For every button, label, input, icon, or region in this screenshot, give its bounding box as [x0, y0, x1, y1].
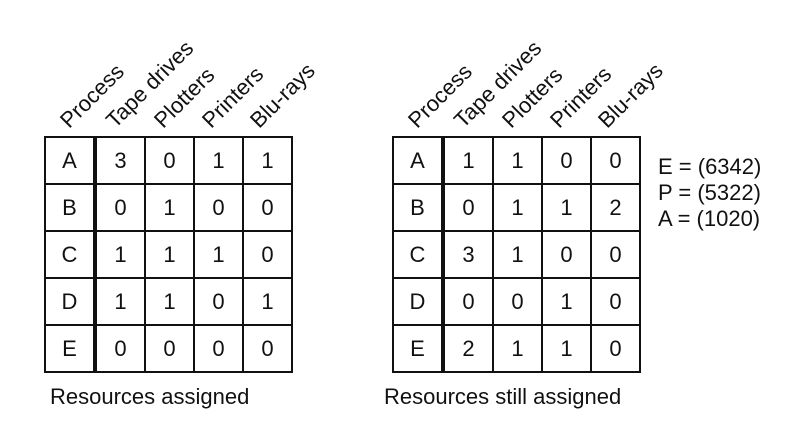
- matrix-cell: 0: [242, 230, 293, 279]
- matrix-cell: 1: [492, 183, 543, 232]
- matrix-cell: 0: [193, 324, 244, 373]
- still-assigned-matrix: A 1 1 0 0 B 0 1 1 2 C 3 1 0 0 D: [392, 136, 641, 373]
- matrix-cell: 1: [541, 324, 592, 373]
- matrix-cell: 2: [590, 183, 641, 232]
- matrix-cell: 0: [242, 183, 293, 232]
- process-label: C: [392, 230, 445, 279]
- matrix-cell: 0: [590, 324, 641, 373]
- table-row: D 1 1 0 1: [44, 277, 293, 326]
- column-headers: Process Tape drives Plotters Printers Bl…: [44, 0, 320, 140]
- assigned-caption: Resources assigned: [50, 384, 250, 409]
- column-headers: Process Tape drives Plotters Printers Bl…: [392, 0, 668, 140]
- matrix-cell: 1: [492, 136, 543, 185]
- process-label: E: [44, 324, 97, 373]
- matrix-cell: 3: [94, 136, 146, 185]
- matrix-cell: 0: [94, 324, 146, 373]
- process-label: D: [392, 277, 445, 326]
- table-row: A 1 1 0 0: [392, 136, 641, 185]
- matrix-cell: 0: [94, 183, 146, 232]
- process-label: B: [392, 183, 445, 232]
- process-label: B: [44, 183, 97, 232]
- process-label: E: [392, 324, 445, 373]
- matrix-cell: 1: [144, 230, 195, 279]
- matrix-cell: 0: [193, 277, 244, 326]
- existing-vector: E = (6342): [658, 154, 762, 179]
- matrix-cell: 1: [193, 136, 244, 185]
- still-assigned-caption: Resources still assigned: [384, 384, 622, 409]
- matrix-cell: 1: [144, 183, 195, 232]
- process-label: A: [44, 136, 97, 185]
- table-row: B 0 1 0 0: [44, 183, 293, 232]
- table-row: C 1 1 1 0: [44, 230, 293, 279]
- possessed-vector: P = (5322): [658, 180, 761, 205]
- matrix-cell: 1: [193, 230, 244, 279]
- matrix-cell: 1: [492, 324, 543, 373]
- matrix-cell: 0: [242, 324, 293, 373]
- matrix-cell: 0: [442, 183, 494, 232]
- table-row: A 3 0 1 1: [44, 136, 293, 185]
- matrix-cell: 0: [492, 277, 543, 326]
- matrix-cell: 0: [541, 230, 592, 279]
- still-assigned-matrix-panel: Process Tape drives Plotters Printers Bl…: [384, 0, 668, 440]
- matrix-cell: 0: [144, 136, 195, 185]
- matrix-cell: 1: [492, 230, 543, 279]
- assigned-matrix: A 3 0 1 1 B 0 1 0 0 C 1 1 1 0 D: [44, 136, 293, 373]
- matrix-cell: 1: [541, 277, 592, 326]
- matrix-cell: 1: [442, 136, 494, 185]
- matrix-cell: 0: [541, 136, 592, 185]
- matrix-cell: 1: [94, 230, 146, 279]
- matrix-cell: 0: [590, 136, 641, 185]
- assigned-matrix-panel: Process Tape drives Plotters Printers Bl…: [44, 0, 320, 440]
- resource-vectors: E = (6342) P = (5322) A = (1020): [658, 154, 761, 232]
- matrix-cell: 2: [442, 324, 494, 373]
- matrix-cell: 0: [590, 277, 641, 326]
- matrix-cell: 1: [242, 136, 293, 185]
- table-row: E 2 1 1 0: [392, 324, 641, 373]
- table-row: C 3 1 0 0: [392, 230, 641, 279]
- available-vector: A = (1020): [658, 206, 761, 231]
- process-label: D: [44, 277, 97, 326]
- process-label: A: [392, 136, 445, 185]
- process-label: C: [44, 230, 97, 279]
- matrix-cell: 1: [541, 183, 592, 232]
- matrix-cell: 0: [442, 277, 494, 326]
- table-row: D 0 0 1 0: [392, 277, 641, 326]
- table-row: E 0 0 0 0: [44, 324, 293, 373]
- matrix-cell: 0: [590, 230, 641, 279]
- matrix-cell: 0: [193, 183, 244, 232]
- matrix-cell: 1: [242, 277, 293, 326]
- matrix-cell: 1: [144, 277, 195, 326]
- matrix-cell: 3: [442, 230, 494, 279]
- table-row: B 0 1 1 2: [392, 183, 641, 232]
- matrix-cell: 0: [144, 324, 195, 373]
- matrix-cell: 1: [94, 277, 146, 326]
